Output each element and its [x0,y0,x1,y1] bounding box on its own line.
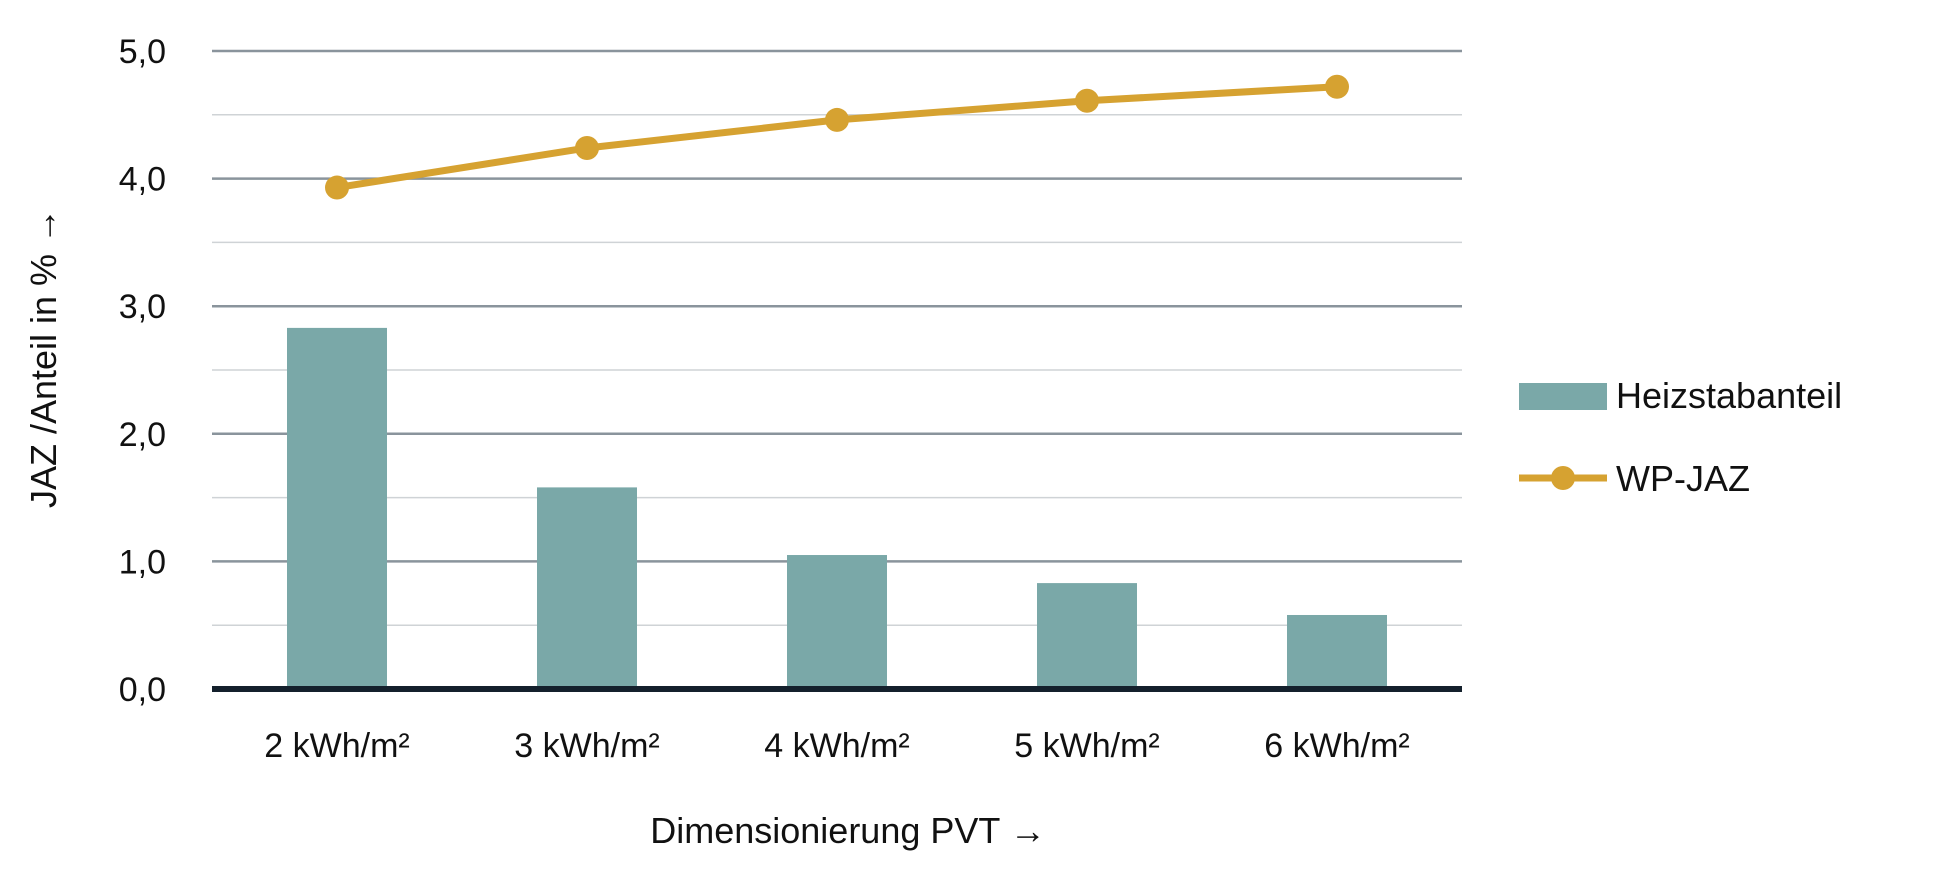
legend-swatch-heizstabanteil [1519,383,1607,410]
point-wp-jaz [825,107,849,132]
point-wp-jaz [1075,88,1099,113]
line-series [325,74,1349,200]
y-axis-title: JAZ /Anteil in % → [23,208,64,508]
x-tick-label: 5 kWh/m² [1014,727,1159,765]
bar-heizstabanteil [1037,583,1137,689]
bar-heizstabanteil [1287,614,1387,689]
point-wp-jaz [575,135,599,160]
legend-label-wp-jaz: WP-JAZ [1616,458,1750,499]
legend: Heizstabanteil WP-JAZ [1519,375,1842,499]
x-tick-label: 3 kWh/m² [514,727,659,765]
legend-marker-wp-jaz [1551,466,1575,490]
gridlines [212,49,1462,626]
x-tick-label: 6 kWh/m² [1264,727,1409,765]
bar-heizstabanteil [287,327,387,689]
bars [287,327,1387,689]
y-tick-label: 3,0 [119,288,166,326]
x-tick-label: 4 kWh/m² [764,727,909,765]
y-tick-label: 4,0 [119,161,166,199]
point-wp-jaz [1325,74,1349,99]
line-wp-jaz [333,83,1341,192]
legend-label-heizstabanteil: Heizstabanteil [1616,375,1842,416]
y-tick-label: 5,0 [119,33,166,71]
y-tick-label: 0,0 [119,671,166,709]
x-axis-title: Dimensionierung PVT → [650,810,1046,851]
point-wp-jaz [325,175,349,200]
y-tick-label: 2,0 [119,416,166,454]
tick-labels: 0,0 1,0 2,0 3,0 4,0 5,0 2 kWh/m² 3 kWh/m² 4 kWh/… [119,33,1410,765]
y-tick-label: 1,0 [119,543,166,581]
x-tick-label: 2 kWh/m² [264,727,409,765]
bar-heizstabanteil [787,555,887,689]
bar-heizstabanteil [537,487,637,689]
